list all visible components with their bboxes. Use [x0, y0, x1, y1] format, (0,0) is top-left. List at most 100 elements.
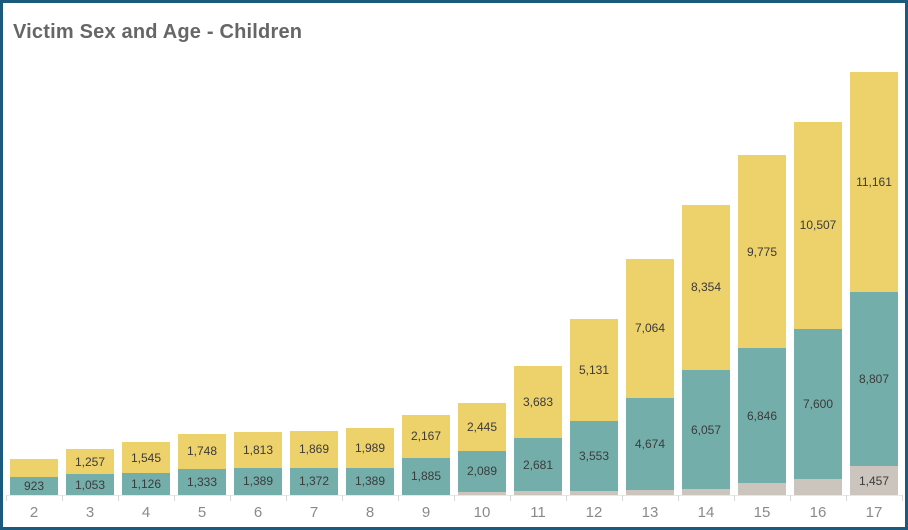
top-yellow-segment-age-11[interactable]: 3,683	[514, 365, 562, 439]
top-yellow-segment-age-16[interactable]: 10,507	[794, 121, 842, 330]
top-yellow-segment-age-9[interactable]: 2,167	[402, 415, 450, 458]
value-label: 7,064	[634, 321, 666, 336]
middle-teal-segment-age-14[interactable]: 6,057	[682, 369, 730, 490]
value-label: 2,167	[410, 429, 442, 444]
x-axis-tick	[398, 495, 399, 501]
top-yellow-segment-age-3[interactable]: 1,257	[66, 449, 114, 475]
top-yellow-segment-age-13[interactable]: 7,064	[626, 258, 674, 398]
middle-teal-segment-age-10[interactable]: 2,089	[458, 450, 506, 493]
x-axis-tick	[174, 495, 175, 501]
x-axis-label-age-15: 15	[753, 504, 771, 521]
middle-teal-segment-age-8[interactable]: 1,389	[346, 467, 394, 495]
x-axis-label-age-16: 16	[809, 504, 827, 521]
bottom-gray-segment-age-16[interactable]	[794, 479, 842, 495]
x-axis-label-age-2: 2	[29, 504, 39, 521]
value-label: 1,053	[74, 477, 106, 492]
x-axis-tick	[62, 495, 63, 501]
top-yellow-segment-age-6[interactable]: 1,813	[234, 431, 282, 468]
x-axis-label-age-13: 13	[641, 504, 659, 521]
x-axis-label-age-4: 4	[141, 504, 151, 521]
middle-teal-segment-age-9[interactable]: 1,885	[402, 457, 450, 495]
x-axis-label-age-14: 14	[697, 504, 715, 521]
x-axis-label-age-6: 6	[253, 504, 263, 521]
bottom-gray-segment-age-13[interactable]	[626, 490, 674, 495]
value-label: 2,445	[466, 419, 498, 434]
value-label: 1,126	[130, 476, 162, 491]
value-label: 7,600	[802, 397, 834, 412]
x-axis-label-age-12: 12	[585, 504, 603, 521]
x-axis-label-age-3: 3	[85, 504, 95, 521]
middle-teal-segment-age-5[interactable]: 1,333	[178, 468, 226, 495]
x-axis-label-age-9: 9	[421, 504, 431, 521]
top-yellow-segment-age-15[interactable]: 9,775	[738, 155, 786, 349]
bottom-gray-segment-age-14[interactable]	[682, 489, 730, 495]
x-axis-label-age-10: 10	[473, 504, 491, 521]
value-label: 1,545	[130, 450, 162, 465]
value-label: 923	[23, 478, 45, 493]
x-axis-label-age-7: 7	[309, 504, 319, 521]
bottom-gray-segment-age-12[interactable]	[570, 490, 618, 495]
middle-teal-segment-age-17[interactable]: 8,807	[850, 292, 898, 467]
x-axis-tick	[622, 495, 623, 501]
x-axis-tick	[342, 495, 343, 501]
value-label: 2,089	[466, 464, 498, 479]
x-axis-tick	[790, 495, 791, 501]
top-yellow-segment-age-4[interactable]: 1,545	[122, 442, 170, 473]
middle-teal-segment-age-7[interactable]: 1,372	[290, 467, 338, 495]
x-axis-tick	[846, 495, 847, 501]
x-axis-tick	[286, 495, 287, 501]
middle-teal-segment-age-3[interactable]: 1,053	[66, 474, 114, 495]
top-yellow-segment-age-14[interactable]: 8,354	[682, 204, 730, 370]
value-label: 3,553	[578, 448, 610, 463]
top-yellow-segment-age-8[interactable]: 1,989	[346, 428, 394, 468]
value-label: 1,257	[74, 454, 106, 469]
value-label: 1,989	[354, 440, 386, 455]
bottom-gray-segment-age-15[interactable]	[738, 483, 786, 495]
top-yellow-segment-age-10[interactable]: 2,445	[458, 402, 506, 451]
chart-title: Victim Sex and Age - Children	[13, 21, 303, 43]
x-axis-tick	[230, 495, 231, 501]
middle-teal-segment-age-11[interactable]: 2,681	[514, 438, 562, 492]
middle-teal-segment-age-13[interactable]: 4,674	[626, 397, 674, 491]
top-yellow-segment-age-5[interactable]: 1,748	[178, 434, 226, 469]
value-label: 3,683	[522, 394, 554, 409]
value-label: 1,748	[186, 444, 218, 459]
bottom-gray-segment-age-11[interactable]	[514, 491, 562, 495]
middle-teal-segment-age-6[interactable]: 1,389	[234, 467, 282, 495]
middle-teal-segment-age-16[interactable]: 7,600	[794, 329, 842, 480]
value-label: 1,389	[242, 474, 274, 489]
value-label: 11,161	[856, 175, 892, 190]
bottom-gray-segment-age-10[interactable]	[458, 492, 506, 495]
value-label: 9,775	[746, 244, 778, 259]
value-label: 4,674	[634, 437, 666, 452]
plot-area: 923 2 1,053 1,257 3 1,126 1,545 4 1,333 1,748 5 1,3…	[3, 3, 905, 527]
x-axis-tick	[118, 495, 119, 501]
value-label: 6,846	[746, 408, 778, 423]
middle-teal-segment-age-2[interactable]: 923	[10, 476, 58, 495]
top-yellow-segment-age-17[interactable]: 11,161	[850, 72, 898, 293]
top-yellow-segment-age-2[interactable]	[10, 459, 58, 477]
value-label: 1,457	[858, 473, 890, 488]
x-axis-tick	[510, 495, 511, 501]
x-axis-tick	[902, 495, 903, 501]
value-label: 1,813	[242, 442, 274, 457]
value-label: 1,333	[186, 474, 218, 489]
value-label: 1,372	[298, 474, 330, 489]
x-axis-label-age-5: 5	[197, 504, 207, 521]
top-yellow-segment-age-12[interactable]: 5,131	[570, 319, 618, 421]
value-label: 1,389	[354, 474, 386, 489]
value-label: 5,131	[578, 363, 610, 378]
top-yellow-segment-age-7[interactable]: 1,869	[290, 431, 338, 468]
x-axis-tick	[6, 495, 7, 501]
value-label: 2,681	[522, 457, 554, 472]
x-axis-tick	[734, 495, 735, 501]
x-axis-tick	[454, 495, 455, 501]
value-label: 1,869	[298, 442, 330, 457]
x-axis-label-age-11: 11	[530, 504, 546, 521]
bottom-gray-segment-age-17[interactable]: 1,457	[850, 466, 898, 495]
middle-teal-segment-age-12[interactable]: 3,553	[570, 420, 618, 491]
value-label: 6,057	[690, 422, 722, 437]
middle-teal-segment-age-4[interactable]: 1,126	[122, 472, 170, 495]
middle-teal-segment-age-15[interactable]: 6,846	[738, 348, 786, 484]
